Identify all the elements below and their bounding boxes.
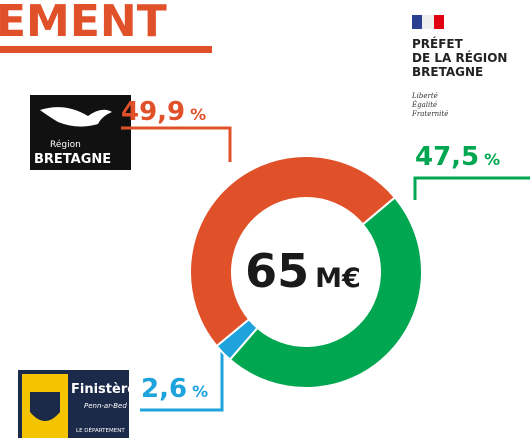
prefet-text: BRETAGNE	[412, 65, 483, 79]
value-number: 2,6	[141, 374, 187, 404]
value-label: 47,5%	[415, 142, 500, 172]
flag	[422, 15, 434, 29]
prefet-text: PRÉFET	[412, 36, 464, 51]
motto: Fraternité	[411, 110, 448, 118]
region-logo	[30, 95, 131, 170]
title-underline	[0, 46, 212, 53]
value-unit: %	[192, 382, 208, 401]
flag	[434, 15, 444, 29]
motto: Égalité	[411, 100, 437, 109]
center-label: 65 M€	[245, 244, 361, 298]
finistere-shield-icon	[30, 392, 60, 421]
center-value: 65	[245, 244, 309, 298]
flag	[412, 15, 422, 29]
donut-segment	[189, 155, 397, 348]
value-label: 2,6%	[141, 374, 208, 404]
prefet-text: DE LA RÉGION	[412, 50, 507, 65]
value-label: 49,9%	[121, 97, 206, 127]
finistere-text: Penn-ar-Bed	[84, 402, 127, 410]
region-logo-text: Région	[50, 139, 81, 150]
center-unit: M€	[315, 263, 361, 294]
finistere-text: LE DÉPARTEMENT	[76, 426, 125, 434]
value-unit: %	[484, 150, 500, 169]
donut-segment	[228, 196, 423, 389]
finistere-text: Finistère	[71, 382, 136, 397]
region-logo-icon	[40, 107, 112, 127]
title: EMENT	[0, 0, 167, 47]
region-logo-text: BRETAGNE	[34, 152, 111, 167]
value-unit: %	[190, 105, 206, 124]
leader-line	[413, 176, 530, 200]
leader-line	[140, 352, 224, 412]
motto: Liberté	[411, 92, 438, 100]
value-number: 49,9	[121, 97, 185, 127]
leader-line	[121, 126, 232, 162]
value-number: 47,5	[415, 142, 479, 172]
